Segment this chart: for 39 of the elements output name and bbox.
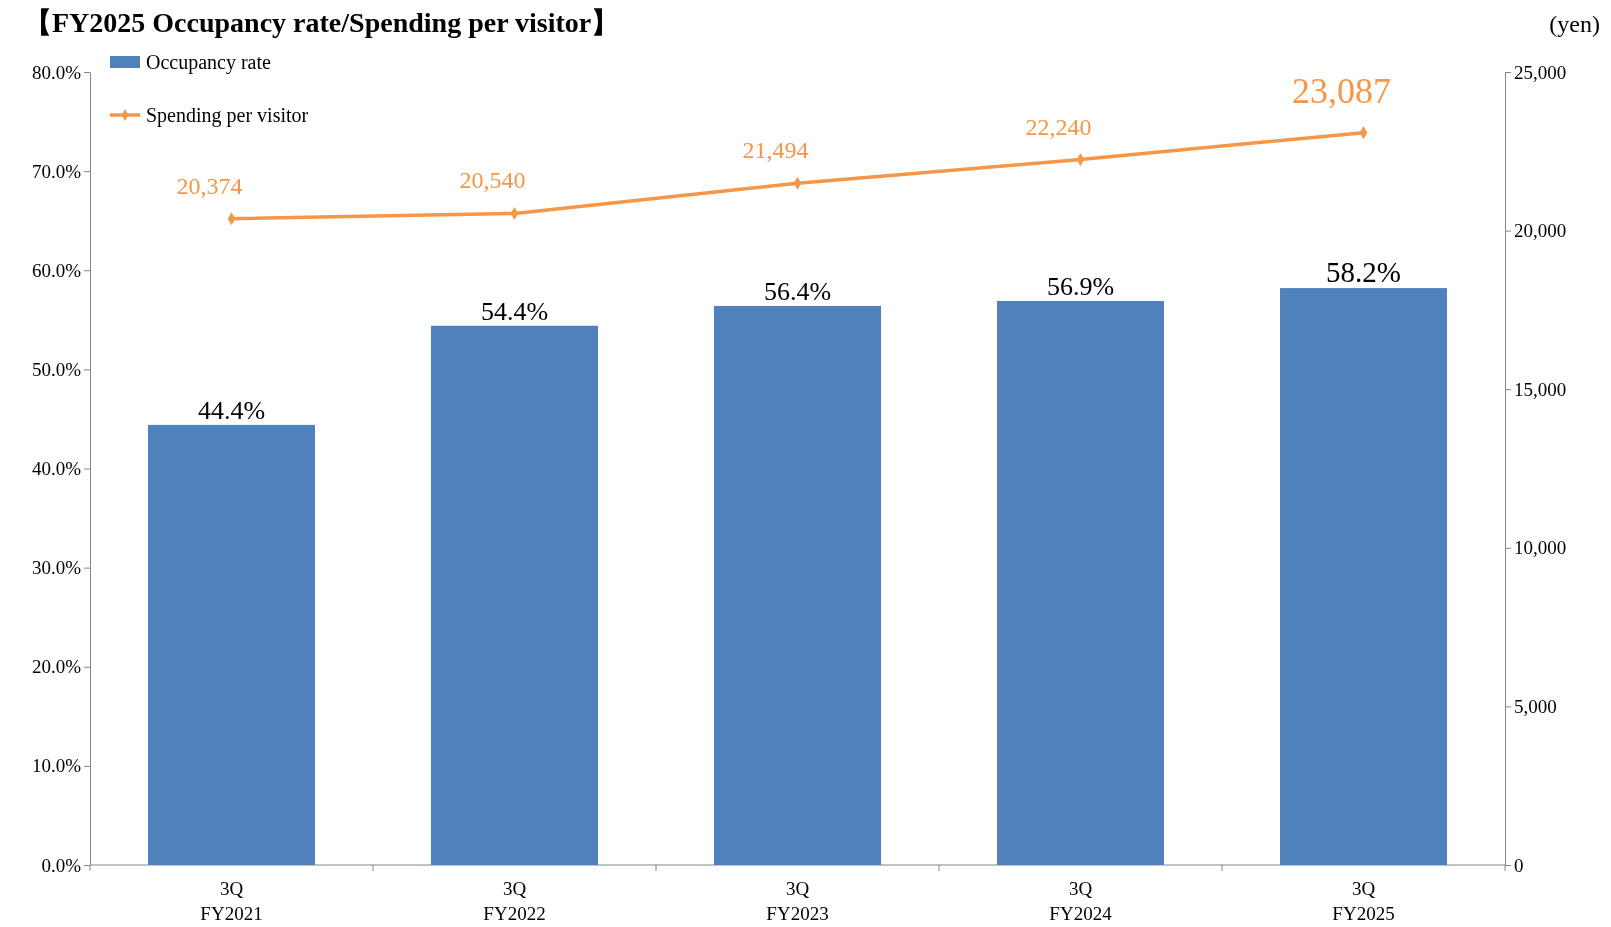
y2-tick-label: 20,000 <box>1514 220 1567 242</box>
y-tick-label: 80.0% <box>31 61 82 83</box>
data-label: 20,374 <box>176 172 243 199</box>
chart-title: 【FY2025 Occupancy rate/Spending per visitor】 <box>24 7 620 38</box>
y-tick-label: 10.0% <box>31 755 82 777</box>
y2-tick-label: 15,000 <box>1514 378 1567 400</box>
bar <box>997 300 1164 865</box>
bar <box>1280 288 1447 865</box>
data-label: 23,087 <box>1292 70 1391 111</box>
data-label: 56.9% <box>1046 271 1115 301</box>
y-tick-label: 70.0% <box>31 160 82 182</box>
legend-label: Occupancy rate <box>146 51 272 74</box>
legend-label: Spending per visitor <box>146 104 309 127</box>
bar <box>431 325 598 865</box>
x-tick-label: 3Q FY2023 <box>766 878 829 924</box>
bar <box>714 305 881 865</box>
y-tick-label: 40.0% <box>31 458 82 480</box>
data-label: 56.4% <box>763 276 832 306</box>
y2-tick-label: 5,000 <box>1514 695 1557 717</box>
data-label: 44.4% <box>197 395 266 425</box>
x-tick-label: 3Q FY2021 <box>200 878 263 924</box>
y-tick-label: 0.0% <box>41 854 82 876</box>
y-tick-label: 30.0% <box>31 557 82 579</box>
data-label: 22,240 <box>1025 113 1092 140</box>
y2-tick-label: 25,000 <box>1514 61 1567 83</box>
y-tick-label: 20.0% <box>31 656 82 678</box>
bar <box>148 424 315 865</box>
x-tick-label: 3Q FY2025 <box>1332 878 1395 924</box>
data-label: 20,540 <box>459 167 526 194</box>
y2-axis-title: (yen) <box>1549 11 1600 37</box>
y-tick-label: 60.0% <box>31 259 82 281</box>
data-label: 58.2% <box>1326 256 1401 289</box>
y2-tick-label: 10,000 <box>1514 537 1567 559</box>
data-label: 21,494 <box>742 137 809 164</box>
y-tick-label: 50.0% <box>31 358 82 380</box>
y2-tick-label: 0 <box>1514 854 1524 876</box>
data-label: 54.4% <box>480 296 549 326</box>
x-tick-label: 3Q FY2022 <box>483 878 546 924</box>
x-tick-label: 3Q FY2024 <box>1049 878 1113 924</box>
